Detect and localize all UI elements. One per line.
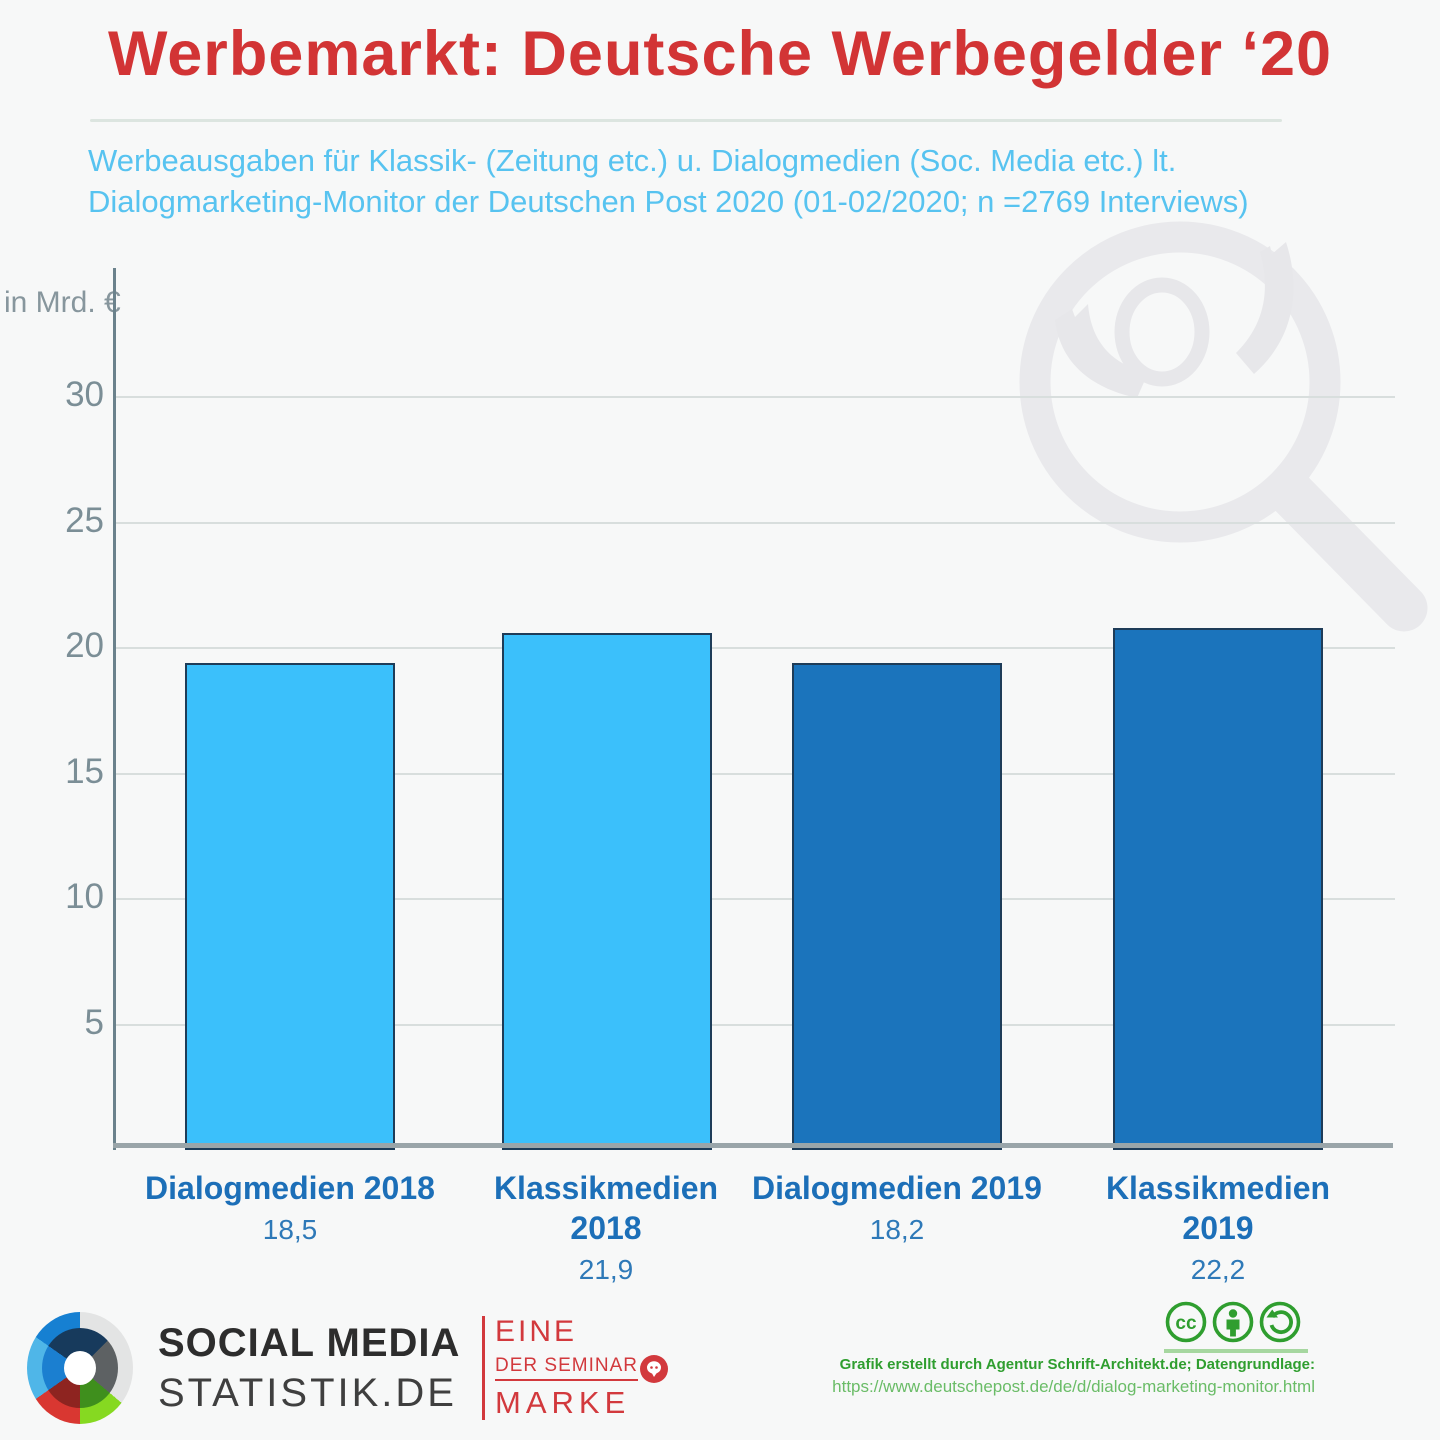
x-label-dialogmedien-2019-line-1: Dialogmedien 2019 bbox=[752, 1170, 1042, 1206]
posthorn-loop bbox=[1114, 277, 1210, 387]
cc-underline bbox=[1164, 1349, 1308, 1353]
credit-source-url: https://www.deutschepost.de/de/d/dialog-… bbox=[832, 1377, 1315, 1396]
x-label-dialogmedien-2018-line-1: Dialogmedien 2018 bbox=[145, 1170, 435, 1206]
subtitle-line-2: Dialogmarketing-Monitor der Deutschen Po… bbox=[88, 184, 1249, 219]
social-media-statistik-logo bbox=[27, 1312, 133, 1424]
seminar-logo-line-2: DER SEMINAR bbox=[495, 1355, 638, 1381]
y-tick-label-5: 5 bbox=[84, 1002, 104, 1042]
magnifier-handle bbox=[1267, 469, 1428, 632]
svg-text:cc: cc bbox=[1175, 1313, 1197, 1334]
y-tick-label-15: 15 bbox=[65, 751, 104, 791]
value-label-dialogmedien-2019: 18,2 bbox=[869, 1214, 925, 1245]
gridline-25 bbox=[115, 521, 1395, 524]
gridline-20 bbox=[115, 647, 1395, 649]
x-axis-line bbox=[113, 1143, 1393, 1148]
x-label-group-dialogmedien-2018: Dialogmedien 2018 18,5 bbox=[125, 1168, 455, 1247]
speech-bubble-icon bbox=[639, 1355, 668, 1383]
y-axis-unit-label: in Mrd. € bbox=[4, 286, 121, 319]
gridline-30 bbox=[115, 396, 1395, 398]
brand-wordmark: SOCIAL MEDIA STATISTIK.DE bbox=[158, 1320, 460, 1416]
cc-sa-arrow-icon bbox=[1259, 1301, 1301, 1343]
bar-dialogmedien-2019 bbox=[792, 663, 1002, 1150]
cc-icon: cc bbox=[1165, 1301, 1207, 1343]
title-divider bbox=[90, 119, 1282, 122]
x-label-klassikmedien-2018-line-2: 2018 bbox=[570, 1210, 642, 1246]
x-label-klassikmedien-2018-line-1: Klassikmedien bbox=[493, 1170, 719, 1206]
deutsche-post-posthorn-magnifier-watermark bbox=[1019, 221, 1428, 632]
value-label-dialogmedien-2018: 18,5 bbox=[262, 1214, 318, 1245]
brand-line-1: SOCIAL MEDIA bbox=[158, 1321, 461, 1365]
subtitle-line-1: Werbeausgaben für Klassik- (Zeitung etc.… bbox=[88, 143, 1177, 178]
x-label-group-klassikmedien-2019: Klassikmedien 2019 22,2 bbox=[1053, 1168, 1383, 1287]
posthorn-right-flag bbox=[1236, 242, 1294, 374]
x-label-klassikmedien-2019-line-1: Klassikmedien bbox=[1105, 1170, 1331, 1206]
seminar-logo-line-1: EINE bbox=[495, 1315, 578, 1348]
x-label-group-dialogmedien-2019: Dialogmedien 2019 18,2 bbox=[732, 1168, 1062, 1247]
bar-dialogmedien-2018 bbox=[185, 663, 395, 1150]
posthorn-left-wing bbox=[1055, 304, 1148, 398]
chart-subtitle: Werbeausgaben für Klassik- (Zeitung etc.… bbox=[88, 140, 1403, 222]
credit-text: Grafik erstellt durch Agentur Schrift-Ar… bbox=[839, 1356, 1315, 1373]
gridline-10 bbox=[115, 898, 1395, 900]
x-label-klassikmedien-2019-line-2: 2019 bbox=[1182, 1210, 1254, 1246]
gridline-5 bbox=[115, 1023, 1395, 1026]
credits-block: Grafik erstellt durch Agentur Schrift-Ar… bbox=[700, 1355, 1315, 1397]
y-axis-line bbox=[113, 268, 116, 1150]
cc-license-block: cc bbox=[1164, 1300, 1310, 1353]
gridline-15 bbox=[115, 772, 1395, 775]
x-label-group-klassikmedien-2018: Klassikmedien 2018 21,9 bbox=[441, 1168, 771, 1287]
value-label-klassikmedien-2018: 21,9 bbox=[578, 1254, 634, 1285]
y-tick-label-25: 25 bbox=[65, 500, 104, 540]
bar-klassikmedien-2019 bbox=[1113, 628, 1323, 1150]
magnifier-ring bbox=[1019, 221, 1341, 543]
seminar-logo-line-3: MARKE bbox=[495, 1385, 631, 1420]
y-tick-label-30: 30 bbox=[65, 375, 104, 414]
value-label-klassikmedien-2019: 22,2 bbox=[1190, 1254, 1246, 1285]
brand-line-2: STATISTIK.DE bbox=[158, 1371, 457, 1415]
seminar-marke-logo: EINE DER SEMINAR MARKE bbox=[482, 1316, 668, 1420]
donut-chart-logo-hole bbox=[64, 1351, 96, 1385]
cc-by-person-icon bbox=[1212, 1301, 1254, 1343]
page-title: Werbemarkt: Deutsche Werbegelder ‘20 bbox=[107, 19, 1333, 89]
bar-klassikmedien-2018 bbox=[502, 633, 712, 1150]
y-tick-label-10: 10 bbox=[65, 877, 104, 916]
y-tick-label-20: 20 bbox=[65, 626, 104, 665]
